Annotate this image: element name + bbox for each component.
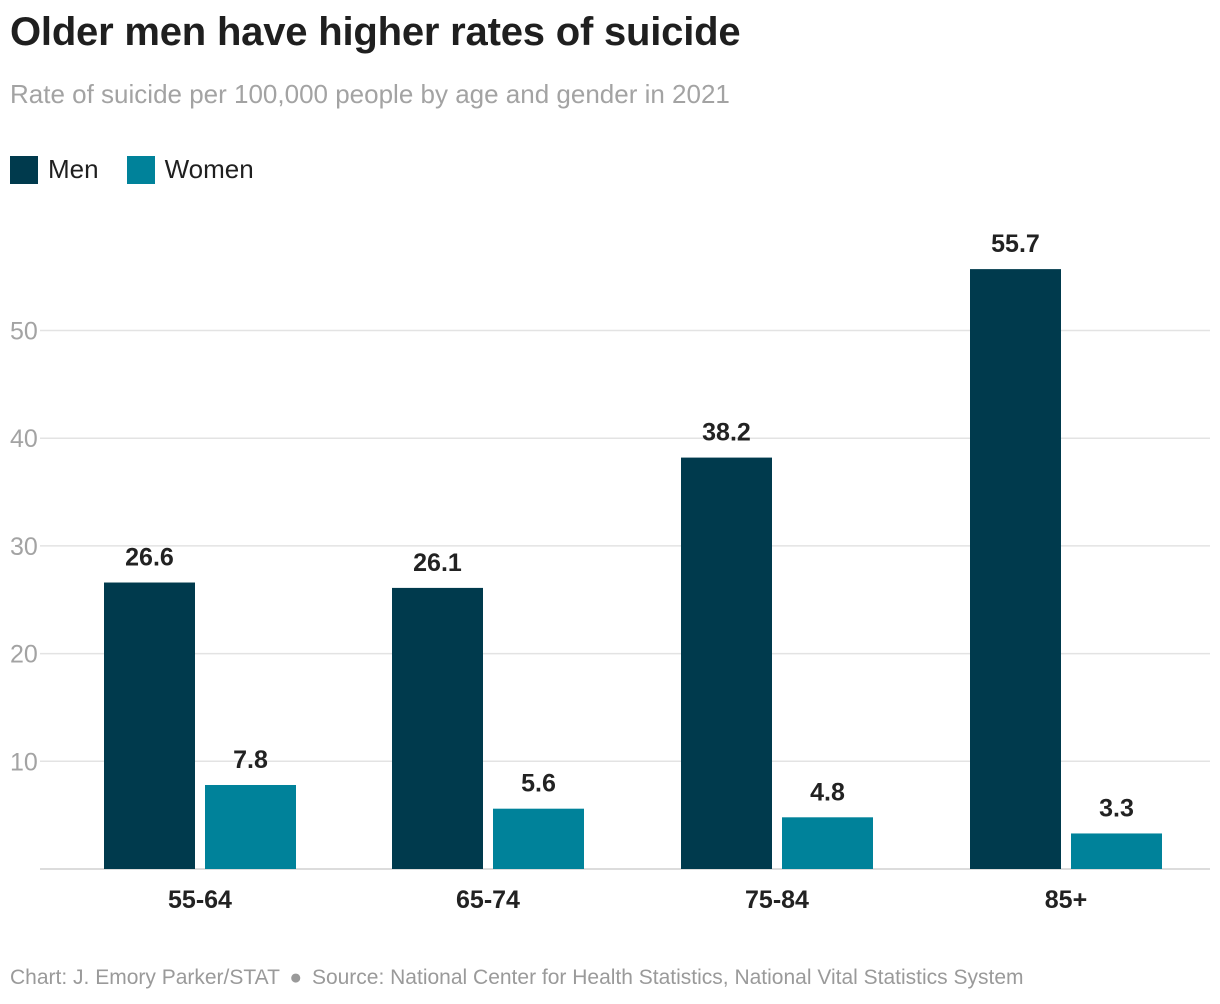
data-label-women-85+: 3.3 [1099,794,1134,822]
chart-title: Older men have higher rates of suicide [10,10,741,54]
bar-women-65-74 [493,808,584,869]
legend-item-women: Women [126,154,254,185]
bar-women-75-84 [782,817,873,869]
bar-men-75-84 [681,457,772,869]
legend-item-men: Men [10,154,99,185]
y-tick-label-30: 30 [10,533,38,561]
data-label-men-55-64: 26.6 [125,544,174,572]
legend-label-men: Men [48,154,99,184]
x-tick-label-75-84: 75-84 [745,886,809,914]
chart-subtitle: Rate of suicide per 100,000 people by ag… [10,79,730,109]
chart-footer: Chart: J. Emory Parker/STAT ● Source: Na… [10,966,1024,990]
y-tick-label-10: 10 [10,748,38,776]
footer-source: Source: National Center for Health Stati… [311,966,1024,989]
bar-men-85+ [970,269,1061,870]
legend-swatch-men [10,155,38,184]
footer-separator: ● [289,966,303,989]
bar-women-85+ [1071,833,1162,869]
data-label-women-55-64: 7.8 [233,746,268,774]
y-tick-label-20: 20 [10,641,38,669]
legend-swatch-women [126,155,155,184]
data-label-women-75-84: 4.8 [810,778,845,806]
bar-women-55-64 [205,784,296,869]
data-label-men-65-74: 26.1 [413,549,462,577]
x-tick-label-55-64: 55-64 [168,886,232,914]
x-tick-label-65-74: 65-74 [456,886,520,914]
y-tick-label-50: 50 [10,318,38,346]
legend-label-women: Women [164,154,254,184]
data-label-women-65-74: 5.6 [521,770,556,798]
footer-credit: Chart: J. Emory Parker/STAT [10,966,280,989]
y-tick-label-40: 40 [10,425,38,453]
legend: Men Women [10,154,282,185]
bar-men-65-74 [392,587,483,869]
bar-men-55-64 [104,582,195,869]
data-label-men-75-84: 38.2 [702,419,751,447]
x-tick-label-85+: 85+ [1045,886,1087,914]
data-label-men-85+: 55.7 [991,230,1040,258]
